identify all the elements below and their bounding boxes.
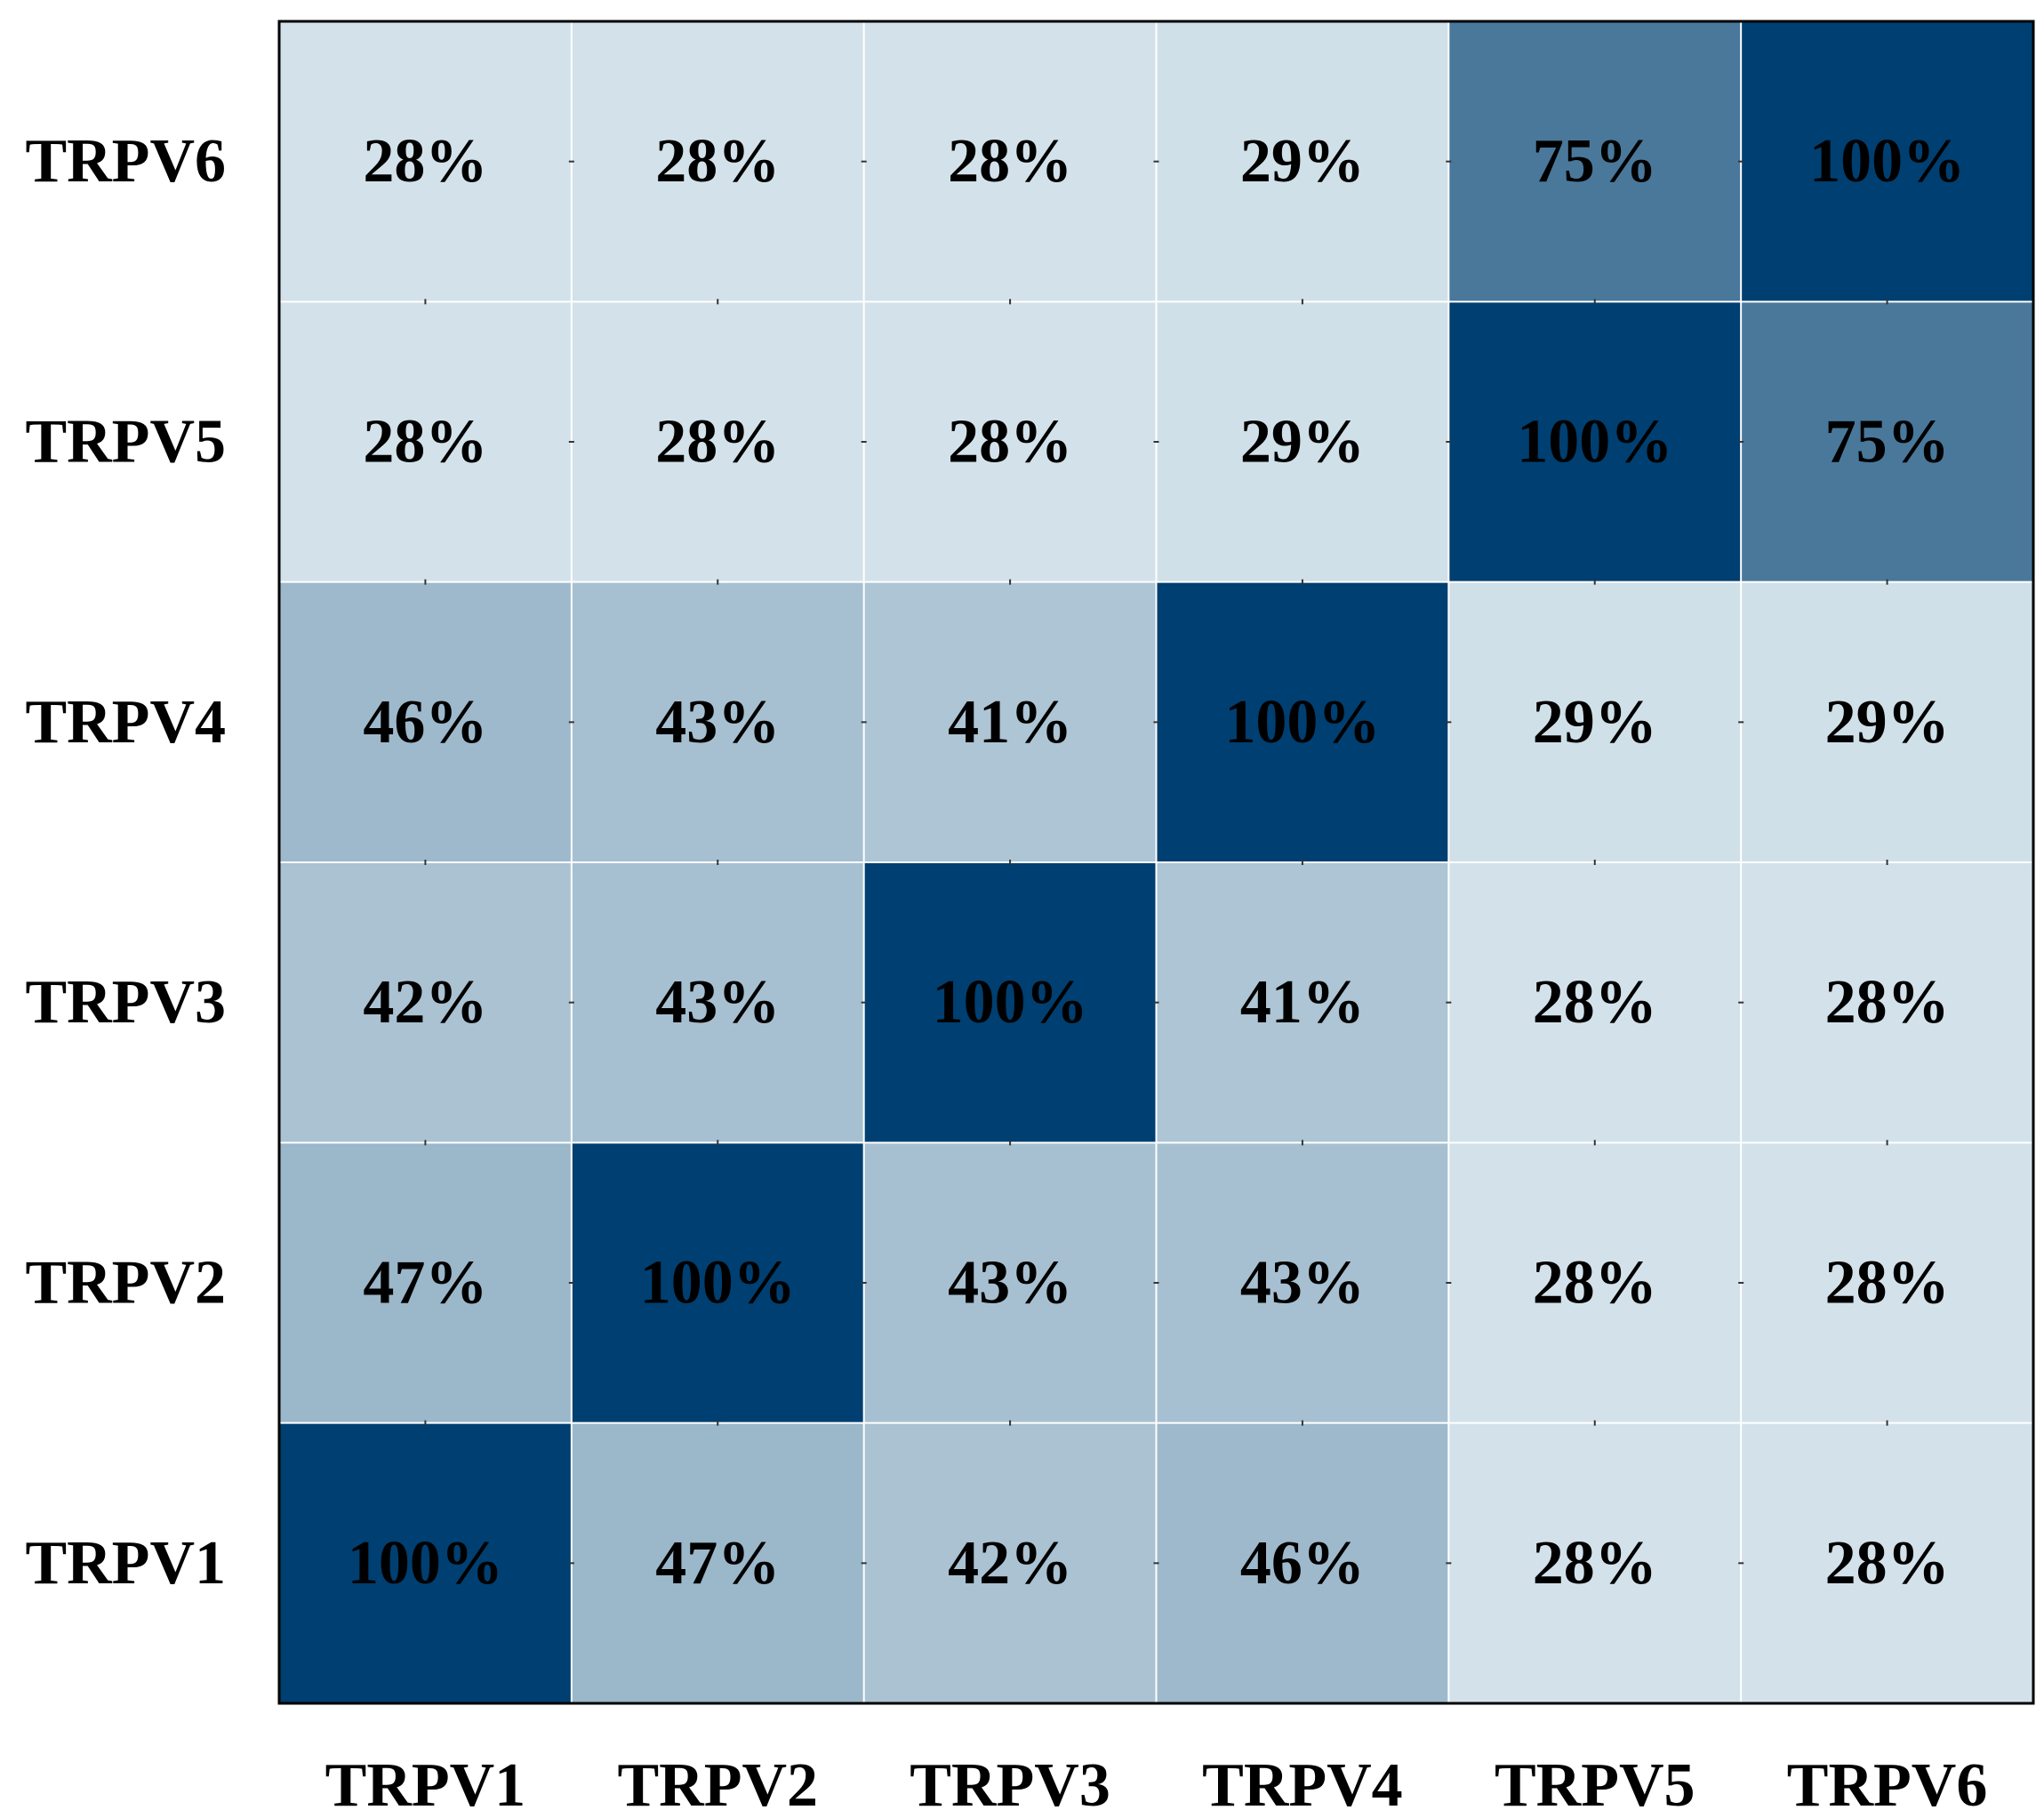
cell-value-label: 47%: [363, 1249, 487, 1317]
heatmap-cell-TRPV3-TRPV6: [1741, 862, 2033, 1143]
cell-value-label: 46%: [363, 688, 487, 757]
heatmap-cell-TRPV2-TRPV5: [1448, 1142, 1742, 1423]
y-tick-label: TRPV6: [25, 127, 226, 196]
heatmap-cell-TRPV3-TRPV2: [571, 862, 864, 1143]
y-tick-label: TRPV1: [25, 1529, 226, 1598]
heatmap-cell-TRPV2-TRPV1: [279, 1142, 572, 1423]
y-tick-label: TRPV5: [25, 408, 226, 477]
cell-value-label: 43%: [1240, 1249, 1365, 1317]
heatmap-cell-TRPV5-TRPV5: [1448, 301, 1742, 582]
y-tick-label: TRPV3: [25, 968, 226, 1037]
cell-value-label: 100%: [933, 968, 1088, 1037]
heatmap-cell-TRPV1-TRPV5: [1448, 1422, 1742, 1703]
cell-value-label: 43%: [655, 688, 780, 757]
heatmap-cell-TRPV1-TRPV3: [863, 1422, 1157, 1703]
heatmap-cell-TRPV5-TRPV1: [279, 301, 572, 582]
heatmap-cell-TRPV6-TRPV3: [863, 21, 1157, 302]
cell-value-label: 75%: [1825, 408, 1950, 477]
heatmap-cell-TRPV3-TRPV1: [279, 862, 572, 1143]
cell-value-label: 42%: [948, 1529, 1072, 1598]
heatmap-cell-TRPV1-TRPV4: [1156, 1422, 1449, 1703]
cell-value-label: 29%: [1825, 688, 1950, 757]
heatmap-cell-TRPV6-TRPV2: [571, 21, 864, 302]
x-tick-label: TRPV6: [1787, 1751, 1988, 1818]
heatmap-cell-TRPV2-TRPV2: [571, 1142, 864, 1423]
cell-value-label: 100%: [1517, 408, 1672, 477]
cell-value-label: 28%: [1825, 1249, 1950, 1317]
cell-value-label: 28%: [655, 127, 780, 196]
heatmap-cell-TRPV5-TRPV3: [863, 301, 1157, 582]
x-tick-label: TRPV5: [1495, 1751, 1695, 1818]
heatmap-cell-TRPV3-TRPV5: [1448, 862, 1742, 1143]
heatmap-cell-TRPV2-TRPV4: [1156, 1142, 1449, 1423]
y-tick-label: TRPV4: [25, 688, 226, 757]
cell-value-label: 28%: [1533, 1529, 1657, 1598]
heatmap-cell-TRPV6-TRPV4: [1156, 21, 1449, 302]
x-tick-label: TRPV3: [910, 1751, 1110, 1818]
cell-value-label: 28%: [948, 127, 1072, 196]
cell-value-label: 41%: [948, 688, 1072, 757]
heatmap-cell-TRPV5-TRPV6: [1741, 301, 2033, 582]
cell-value-label: 100%: [640, 1249, 796, 1317]
cell-value-label: 46%: [1240, 1529, 1365, 1598]
cell-value-label: 41%: [1240, 968, 1365, 1037]
heatmap-cell-TRPV4-TRPV4: [1156, 581, 1449, 862]
heatmap-cell-TRPV1-TRPV2: [571, 1422, 864, 1703]
heatmap-cell-TRPV6-TRPV1: [279, 21, 572, 302]
cell-value-label: 42%: [363, 968, 487, 1037]
heatmap-cell-TRPV4-TRPV1: [279, 581, 572, 862]
grid-lines: [279, 21, 2033, 1703]
heatmap-cell-TRPV1-TRPV6: [1741, 1422, 2033, 1703]
heatmap-cells: [279, 21, 2033, 1703]
heatmap-cell-TRPV4-TRPV2: [571, 581, 864, 862]
y-axis-tick-labels: TRPV1 TRPV2 TRPV3 TRPV4 TRPV5 TRPV6: [25, 127, 226, 1598]
heatmap-cell-TRPV4-TRPV5: [1448, 581, 1742, 862]
heatmap-cell-TRPV1-TRPV1: [279, 1422, 572, 1703]
heatmap-cell-TRPV4-TRPV6: [1741, 581, 2033, 862]
cell-value-label: 28%: [1533, 1249, 1657, 1317]
heatmap-cell-TRPV6-TRPV6: [1741, 21, 2033, 302]
cell-value-label: 75%: [1533, 127, 1657, 196]
cell-value-label: 100%: [348, 1529, 503, 1598]
heatmap-cell-TRPV4-TRPV3: [863, 581, 1157, 862]
cell-value-label: 43%: [948, 1249, 1072, 1317]
cell-value-label: 28%: [1825, 1529, 1950, 1598]
cell-value-label: 100%: [1224, 688, 1380, 757]
heatmap-cell-TRPV6-TRPV5: [1448, 21, 1742, 302]
cell-value-label: 100%: [1809, 127, 1965, 196]
heatmap-cell-TRPV2-TRPV3: [863, 1142, 1157, 1423]
x-tick-label: TRPV2: [617, 1751, 818, 1818]
plot-frame: [277, 20, 2035, 1705]
heatmap-cell-TRPV3-TRPV3: [863, 862, 1157, 1143]
cell-value-label: 47%: [655, 1529, 780, 1598]
cell-value-label: 29%: [1240, 408, 1365, 477]
x-tick-label: TRPV4: [1202, 1751, 1403, 1818]
cell-value-label: 28%: [1825, 968, 1950, 1037]
cell-value-label: 43%: [655, 968, 780, 1037]
x-axis-tick-labels: TRPV1 TRPV2 TRPV3 TRPV4 TRPV5 TRPV6: [325, 1751, 1988, 1818]
x-tick-label: TRPV1: [325, 1751, 526, 1818]
cell-value-label: 28%: [1533, 968, 1657, 1037]
y-tick-label: TRPV2: [25, 1249, 226, 1317]
heatmap-cell-TRPV3-TRPV4: [1156, 862, 1449, 1143]
heatmap-cell-TRPV5-TRPV2: [571, 301, 864, 582]
cell-value-label: 28%: [363, 408, 487, 477]
cell-value-label: 28%: [655, 408, 780, 477]
cell-value-label: 28%: [363, 127, 487, 196]
heatmap-cell-TRPV5-TRPV4: [1156, 301, 1449, 582]
cell-value-label: 29%: [1533, 688, 1657, 757]
cell-value-label: 28%: [948, 408, 1072, 477]
cell-labels: 100% 47% 42% 46% 28% 28% 47% 100% 43% 43% 28% 28% 42…: [348, 127, 1965, 1598]
heatmap-cell-TRPV2-TRPV6: [1741, 1142, 2033, 1423]
cell-value-label: 29%: [1240, 127, 1365, 196]
